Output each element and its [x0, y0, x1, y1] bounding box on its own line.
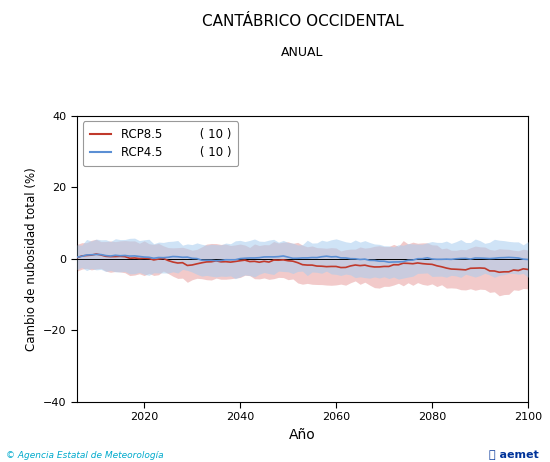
- Legend: RCP8.5          ( 10 ), RCP4.5          ( 10 ): RCP8.5 ( 10 ), RCP4.5 ( 10 ): [83, 122, 238, 166]
- X-axis label: Año: Año: [289, 428, 316, 442]
- Text: Ⓜ aemet: Ⓜ aemet: [490, 450, 539, 460]
- Text: © Agencia Estatal de Meteorología: © Agencia Estatal de Meteorología: [6, 451, 163, 460]
- Text: ANUAL: ANUAL: [281, 46, 324, 59]
- Text: CANTÁBRICO OCCIDENTAL: CANTÁBRICO OCCIDENTAL: [202, 14, 403, 29]
- Y-axis label: Cambio de nubosidad total (%): Cambio de nubosidad total (%): [25, 167, 37, 351]
